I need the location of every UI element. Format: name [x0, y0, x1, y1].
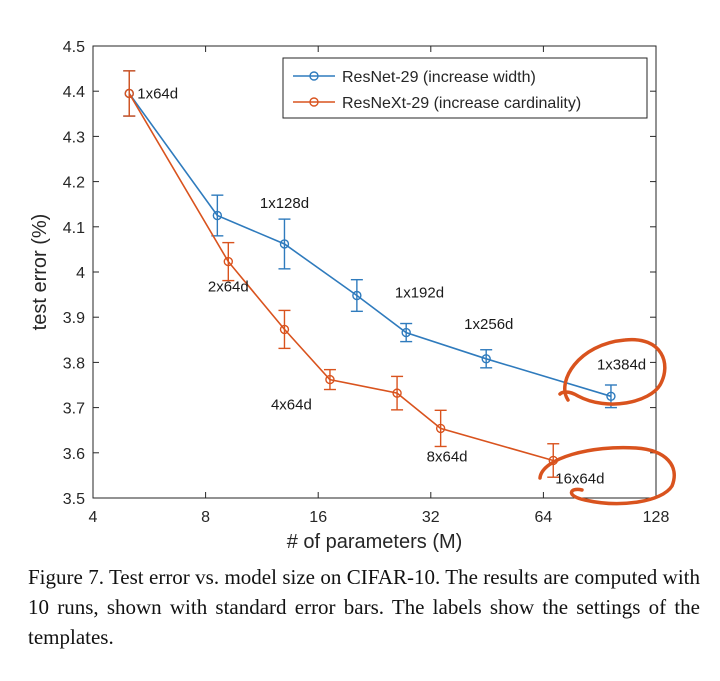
highlight-layer — [538, 337, 676, 506]
y-tick-label: 4 — [76, 265, 85, 282]
data-point — [401, 327, 411, 338]
y-tick-label: 4.1 — [63, 220, 85, 237]
figure-caption: Figure 7. Test error vs. model size on C… — [28, 565, 700, 649]
point-label: 2x64d — [208, 279, 249, 296]
highlight-circle-1x384d — [558, 337, 667, 406]
data-point — [481, 354, 491, 364]
x-tick-label: 64 — [535, 509, 553, 526]
data-point — [606, 391, 616, 401]
y-tick-label: 4.3 — [63, 129, 85, 146]
y-tick-label: 4.5 — [63, 39, 85, 56]
y-tick-label: 3.7 — [63, 401, 85, 418]
legend: ResNet-29 (increase width) ResNeXt-29 (in… — [282, 57, 648, 119]
legend-entry: ResNet-29 (increase width) — [342, 69, 536, 86]
legend-box — [282, 57, 648, 119]
highlight-circle-16x64d — [538, 445, 676, 506]
x-axis-label: # of parameters (M) — [287, 531, 463, 553]
series-layer — [123, 70, 617, 478]
series-line-resnet — [128, 93, 612, 398]
series-resnext — [123, 70, 560, 478]
y-axis-label: test error (%) — [29, 214, 51, 331]
y-tick-label: 3.6 — [63, 446, 85, 463]
chart-figure: 4 8 16 32 64 128 3.5 3.6 3.7 3.8 3.9 4 4.1 4.2 4.3 4.4 4… — [29, 39, 676, 553]
point-label: 1x192d — [395, 285, 444, 302]
series-line-resnext — [128, 93, 554, 462]
data-point — [212, 210, 223, 221]
y-tick-label: 3.9 — [63, 310, 85, 327]
y-tick-label: 4.4 — [63, 84, 85, 101]
point-label: 1x256d — [464, 316, 513, 333]
data-point — [124, 88, 134, 99]
x-tick-label: 16 — [309, 509, 327, 526]
y-tick-label: 3.5 — [63, 491, 85, 508]
y-tick-label: 3.8 — [63, 355, 85, 372]
axes-layer: 4 8 16 32 64 128 3.5 3.6 3.7 3.8 3.9 4 4.1 4.2 4.3 4.4 4… — [29, 39, 669, 553]
data-point — [435, 423, 446, 434]
point-label: 1x384d — [597, 356, 646, 373]
data-point — [352, 290, 362, 301]
point-label: 8x64d — [427, 448, 468, 465]
y-tick-label: 4.2 — [63, 175, 85, 192]
x-tick-label: 32 — [422, 509, 440, 526]
data-point — [223, 256, 234, 267]
data-point — [279, 239, 290, 249]
legend-swatch-marker — [309, 71, 319, 81]
point-label: 1x128d — [260, 195, 309, 212]
data-point — [325, 374, 335, 385]
x-tick-label: 4 — [89, 509, 98, 526]
legend-entry: ResNeXt-29 (increase cardinality) — [342, 95, 581, 112]
annotation-layer: 1x64d 1x128d 2x64d 1x192d 1x256d 4x64d 1x384d 8… — [137, 85, 646, 487]
line-chart: 4 8 16 32 64 128 3.5 3.6 3.7 3.8 3.9 4 4.1 4.2 4.3 4.4 4… — [29, 39, 676, 553]
data-point — [392, 388, 402, 398]
x-tick-label: 8 — [201, 509, 210, 526]
x-tick-label: 128 — [643, 509, 670, 526]
series-resnet — [123, 70, 617, 409]
point-label: 4x64d — [271, 397, 312, 414]
data-point — [279, 324, 290, 335]
point-label: 16x64d — [555, 470, 604, 487]
legend-swatch-marker — [309, 97, 319, 107]
point-label: 1x64d — [137, 85, 178, 102]
